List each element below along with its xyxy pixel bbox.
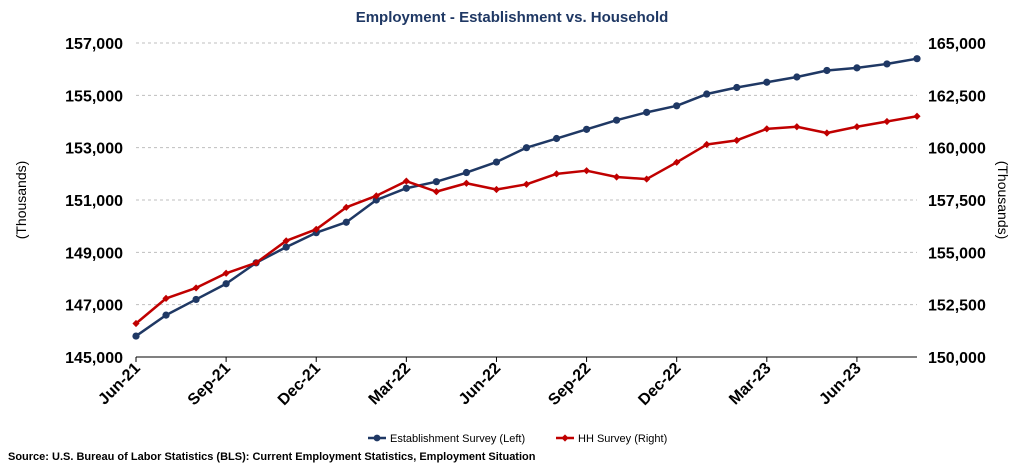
data-point	[913, 55, 921, 63]
series-establishment	[132, 55, 921, 340]
right-y-axis-ticks: 150,000 152,500 155,000 157,500 160,000 162,5…	[928, 36, 986, 367]
data-point	[282, 237, 290, 245]
data-point	[162, 311, 170, 319]
right-axis-label: (Thousands)	[995, 161, 1011, 240]
y-tick-label: 151,000	[65, 193, 123, 210]
data-point	[823, 129, 831, 137]
x-tick-label: Jun-22	[456, 360, 505, 409]
y2-tick-label: 150,000	[928, 350, 986, 367]
data-point	[312, 225, 320, 233]
data-point	[643, 175, 651, 183]
data-point	[853, 123, 861, 131]
data-point	[883, 60, 891, 68]
data-point	[823, 66, 831, 75]
y2-tick-label: 160,000	[928, 141, 986, 158]
data-point	[552, 134, 561, 143]
x-tick-label: Dec-21	[275, 360, 324, 409]
legend-item-establishment: Establishment Survey (Left)	[368, 433, 525, 445]
data-point	[733, 83, 741, 92]
series-household	[132, 112, 921, 328]
y-tick-label: 155,000	[65, 88, 123, 105]
x-tick-label: Sep-22	[545, 360, 594, 409]
data-point	[522, 180, 531, 188]
data-point	[132, 332, 140, 340]
data-point	[613, 116, 621, 124]
y-tick-label: 153,000	[65, 141, 123, 158]
data-point	[372, 192, 380, 200]
y2-tick-label: 162,500	[928, 88, 986, 105]
data-point	[552, 170, 561, 178]
data-point	[192, 295, 200, 304]
y2-tick-label: 152,500	[928, 298, 986, 315]
data-point	[883, 117, 891, 126]
y2-tick-label: 165,000	[928, 36, 986, 53]
legend-label: Establishment Survey (Left)	[390, 433, 525, 445]
data-point	[763, 78, 771, 86]
data-point	[853, 64, 861, 72]
y-tick-label: 149,000	[65, 245, 123, 262]
legend-label: HH Survey (Right)	[578, 433, 667, 445]
data-point	[132, 319, 140, 328]
x-tick-label: Sep-21	[185, 360, 234, 409]
data-point	[432, 178, 440, 186]
legend-marker	[373, 434, 381, 442]
x-tick-label: Mar-23	[726, 360, 775, 409]
left-axis-label: (Thousands)	[13, 161, 29, 240]
x-axis-ticks: Jun-21 Sep-21 Dec-21 Mar-22 Jun-22 Sep-22 Dec-…	[95, 357, 865, 409]
data-point	[222, 280, 230, 288]
data-point	[432, 188, 440, 196]
y2-tick-label: 157,500	[928, 193, 986, 210]
data-point	[703, 140, 711, 149]
data-point	[342, 218, 350, 226]
data-point	[462, 168, 471, 177]
data-point	[342, 203, 350, 211]
x-tick-label: Mar-22	[366, 360, 415, 409]
data-point	[793, 123, 801, 131]
data-point	[192, 284, 200, 292]
data-point	[402, 177, 410, 185]
y-tick-label: 147,000	[65, 298, 123, 315]
data-point	[162, 294, 170, 302]
chart-title: Employment - Establishment vs. Household	[356, 9, 669, 26]
data-point	[462, 179, 471, 187]
legend-marker	[561, 434, 569, 442]
left-y-axis-ticks: 145,000 147,000 149,000 151,000 153,000 155,0…	[65, 36, 123, 367]
y2-tick-label: 155,000	[928, 245, 986, 262]
y-tick-label: 145,000	[65, 350, 123, 367]
data-point	[613, 173, 621, 181]
legend-item-household: HH Survey (Right)	[556, 433, 667, 445]
data-point	[673, 158, 681, 166]
y-tick-label: 157,000	[65, 36, 123, 53]
data-point	[733, 136, 741, 144]
legend: Establishment Survey (Left) HH Survey (Ri…	[368, 433, 667, 445]
data-point	[793, 73, 801, 81]
series-lines	[132, 55, 921, 340]
data-point	[582, 167, 591, 175]
data-point	[492, 185, 501, 194]
data-point	[522, 144, 531, 152]
source-note: Source: U.S. Bureau of Labor Statistics …	[8, 451, 536, 463]
data-point	[673, 102, 681, 110]
x-tick-label: Dec-22	[635, 360, 684, 409]
x-tick-label: Jun-21	[95, 360, 144, 409]
data-point	[222, 269, 230, 277]
data-point	[492, 158, 501, 166]
data-point	[402, 184, 410, 192]
data-point	[252, 259, 260, 267]
data-point	[643, 108, 651, 116]
data-point	[763, 125, 771, 133]
x-tick-label: Jun-23	[816, 360, 865, 409]
data-point	[282, 243, 290, 251]
data-point	[582, 125, 591, 133]
data-point	[372, 196, 380, 204]
series-line	[135, 57, 918, 338]
data-point	[703, 90, 711, 98]
data-point	[913, 112, 921, 120]
